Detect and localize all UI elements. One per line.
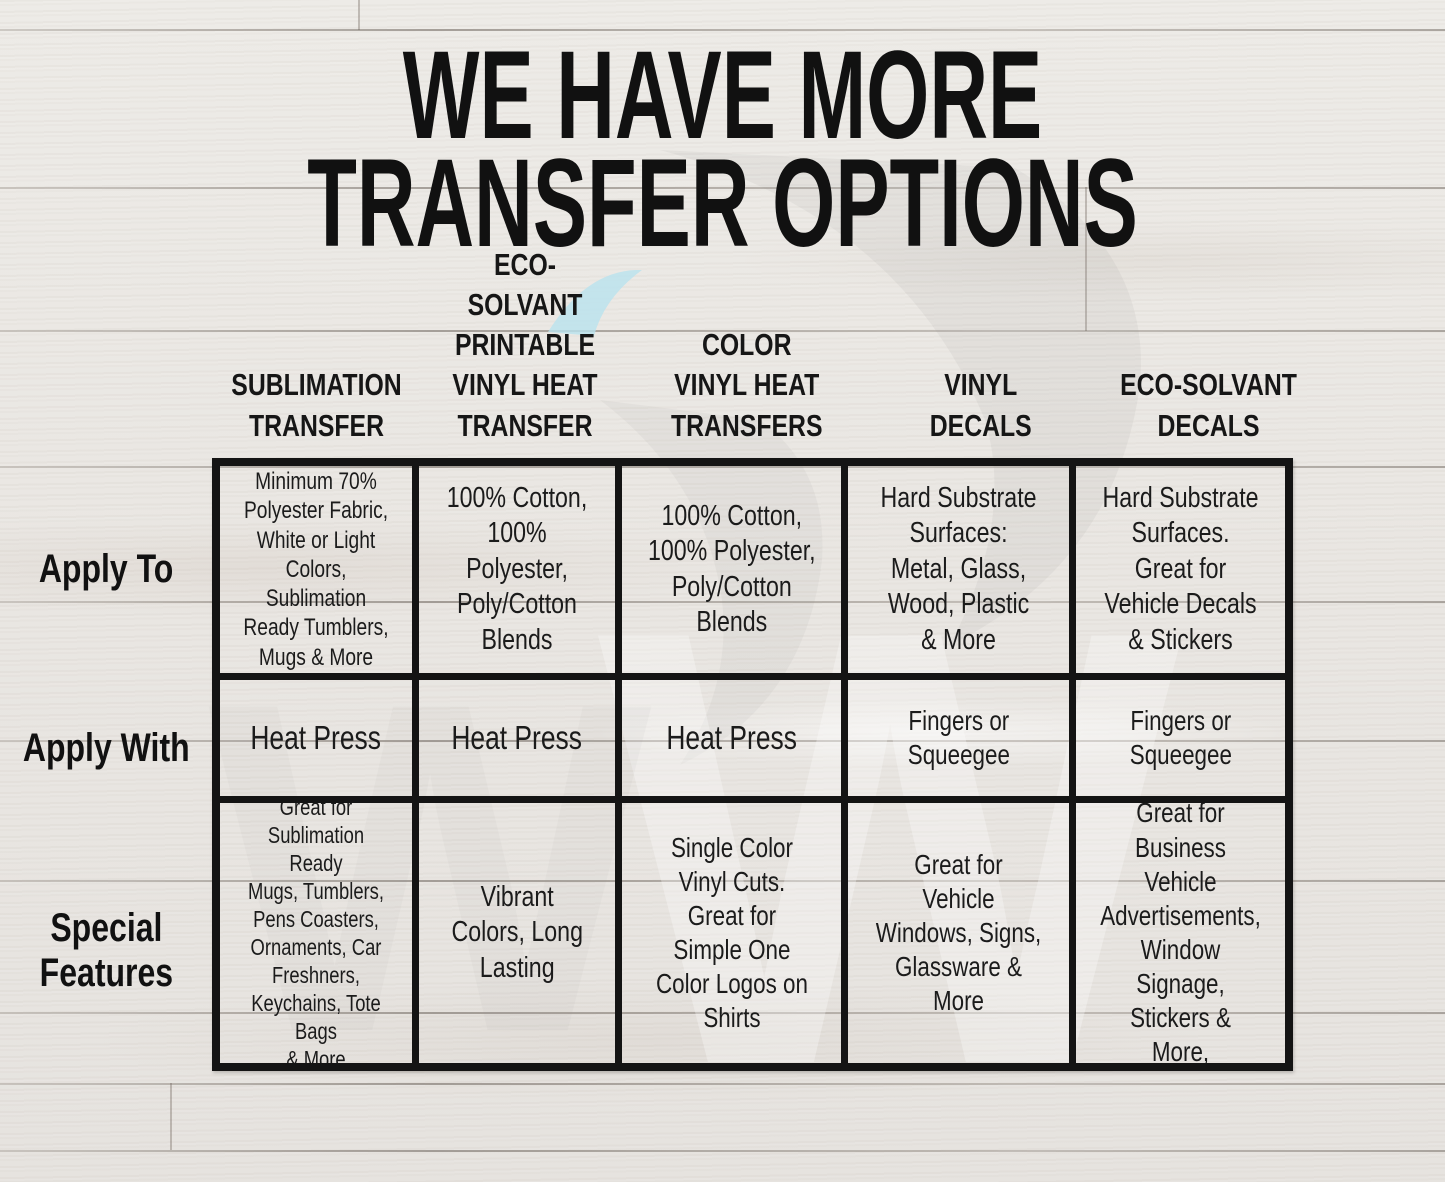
row-label-apply-with: Apply With [0,680,212,817]
plank-seam-line [0,740,1445,742]
row-label-text: Special Features [39,906,173,995]
table-cell-features-color-vinyl: Single Color Vinyl Cuts. Great for Simpl… [622,803,848,1063]
row-label-text: Apply To [38,546,174,591]
row-label-text: Apply With [22,726,190,771]
plank-seam-line [0,880,1445,882]
plank-seam-line [0,601,1445,603]
column-header-vinyl-decals: VINYL DECALS [863,250,1098,446]
table-cell-features-eco-decals: Great for Business Vehicle Advertisement… [1100,803,1261,1063]
table-cell-apply-with-vinyl-decals: Fingers or Squeegee [848,680,1076,803]
column-header-label: VINYL DECALS [929,367,1032,443]
plank-joint-line [358,0,360,30]
plank-seam-line [0,1150,1445,1152]
plank-seam-line [0,1012,1445,1014]
row-label-apply-to: Apply To [0,458,212,680]
column-header-label: COLOR VINYL HEAT TRANSFERS [670,327,823,443]
page-title: WE HAVE MORE TRANSFER OPTIONS [307,26,1138,273]
table-cell-apply-to-vinyl-decals: Hard Substrate Surfaces: Metal, Glass, W… [848,466,1076,680]
row-label-special-features: Special Features [0,817,212,1085]
plank-joint-line [170,1083,172,1150]
plank-seam-line [0,466,1445,468]
column-header-label: SUBLIMATION TRANSFER [230,367,402,443]
plank-seam-line [0,1083,1445,1085]
column-header-color-vinyl-heat: COLOR VINYL HEAT TRANSFERS [630,250,863,446]
table-cell-apply-with-eco-decals: Fingers or Squeegee [1076,680,1285,803]
plank-joint-line [1085,187,1087,331]
table-cell-features-eco-printable: Vibrant Colors, Long Lasting [419,803,622,1063]
plank-seam-line [0,330,1445,332]
column-header-label: ECO-SOLVANT PRINTABLE VINYL HEAT TRANSFE… [452,246,598,443]
table-cell-apply-to-eco-printable: 100% Cotton, 100% Polyester, Poly/Cotton… [419,466,622,680]
table-cell-apply-with-color-vinyl: Heat Press [622,680,848,803]
table-cell-apply-to-eco-decals: Hard Substrate Surfaces. Great for Vehic… [1076,466,1285,680]
table-cell-apply-to-sublimation: Minimum 70% Polyester Fabric, White or L… [220,466,419,680]
table-cell-apply-with-eco-printable: Heat Press [419,680,622,803]
table-cell-features-sublimation: Great for Sublimation Ready Mugs, Tumble… [220,803,419,1063]
table-cell-apply-with-sublimation: Heat Press [220,680,419,803]
column-header-eco-solvant-decals: ECO-SOLVANT DECALS [1098,250,1320,446]
table-cell-apply-to-color-vinyl: 100% Cotton, 100% Polyester, Poly/Cotton… [622,466,848,680]
transfer-options-table: Minimum 70% Polyester Fabric, White or L… [212,458,1293,1071]
plank-seam-line [0,29,1445,31]
column-header-sublimation-transfer: SUBLIMATION TRANSFER [212,250,420,446]
column-header-label: ECO-SOLVANT DECALS [1120,367,1298,443]
table-cell-features-vinyl-decals: Great for Vehicle Windows, Signs, Glassw… [848,803,1076,1063]
plank-seam-line [0,187,1445,189]
column-header-eco-solvant-printable-vinyl: ECO-SOLVANT PRINTABLE VINYL HEAT TRANSFE… [420,247,630,446]
